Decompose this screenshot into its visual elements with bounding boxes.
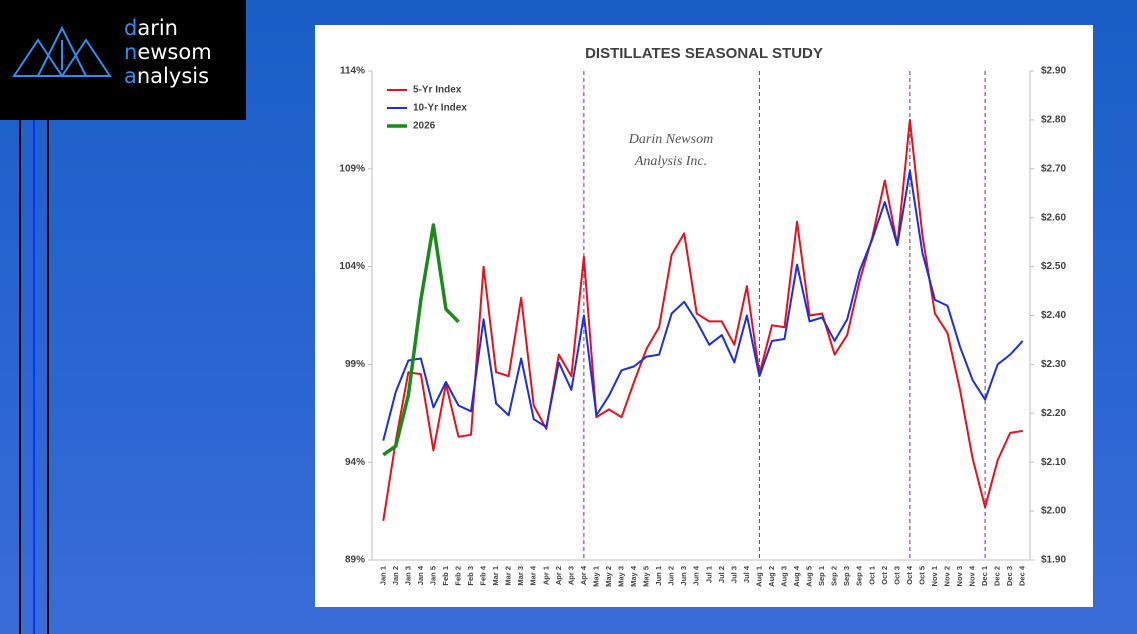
annotation: Analysis Inc. [634, 154, 707, 169]
chart-title: DISTILLATES SEASONAL STUDY [585, 45, 823, 62]
x-tick-label: Aug 5 [805, 566, 814, 587]
y2-tick-label: $2.30 [1041, 359, 1066, 370]
legend-label: 2026 [413, 121, 436, 132]
x-tick-label: Aug 4 [792, 565, 801, 587]
legend-label: 5-Yr Index [413, 85, 462, 96]
logo-icon [12, 25, 112, 77]
logo-line: analysis [124, 64, 210, 88]
logo-line: newsom [124, 40, 212, 64]
x-tick-label: Aug 2 [767, 566, 776, 587]
x-tick-label: Sep 3 [842, 566, 851, 586]
annotation: Darin Newsom [628, 132, 713, 147]
x-tick-label: Oct 4 [905, 565, 914, 585]
x-tick-label: Feb 4 [479, 565, 488, 585]
series-line [382, 223, 460, 457]
x-tick-label: May 3 [616, 566, 625, 587]
x-tick-label: Dec 4 [1018, 565, 1027, 586]
legend-label: 10-Yr Index [413, 103, 467, 114]
y2-tick-label: $2.80 [1041, 115, 1066, 126]
y2-tick-label: $2.10 [1041, 457, 1066, 468]
x-tick-label: Jan 3 [403, 566, 412, 585]
x-tick-label: Oct 3 [892, 566, 901, 585]
x-tick-label: Jul 1 [704, 566, 713, 583]
x-tick-label: May 4 [629, 565, 638, 587]
x-tick-label: Mar 2 [504, 566, 513, 586]
x-tick-label: Jul 4 [742, 565, 751, 583]
x-tick-label: Aug 1 [754, 566, 763, 587]
logo: darin newsom analysis [0, 0, 246, 120]
x-tick-label: May 2 [604, 566, 613, 587]
x-tick-label: Jul 2 [717, 566, 726, 583]
x-tick-label: Sep 2 [830, 566, 839, 586]
x-tick-label: Apr 2 [554, 566, 563, 585]
x-tick-label: Dec 1 [980, 566, 989, 586]
x-tick-label: Feb 3 [466, 566, 475, 586]
y2-tick-label: $2.40 [1041, 310, 1066, 321]
x-tick-label: Dec 3 [1005, 566, 1014, 586]
x-tick-label: Oct 2 [880, 566, 889, 585]
x-tick-label: Jul 3 [729, 566, 738, 583]
y2-tick-label: $2.00 [1041, 506, 1066, 517]
series-line [382, 118, 1023, 522]
x-tick-label: Jan 2 [391, 566, 400, 585]
logo-line: darin [124, 16, 178, 40]
y2-tick-label: $2.90 [1041, 66, 1066, 77]
x-tick-label: Sep 4 [855, 565, 864, 586]
y-tick-label: 94% [345, 457, 365, 468]
x-tick-label: Apr 4 [579, 565, 588, 585]
x-tick-label: Jun 3 [679, 566, 688, 586]
y-tick-label: 104% [339, 261, 365, 272]
x-tick-label: Apr 3 [566, 566, 575, 585]
x-tick-label: Mar 4 [529, 565, 538, 585]
x-tick-label: Mar 3 [516, 566, 525, 586]
x-tick-label: May 5 [642, 566, 651, 587]
x-tick-label: May 1 [591, 566, 600, 587]
x-tick-label: Sep 1 [817, 566, 826, 586]
series-line [382, 169, 1024, 441]
x-tick-label: Jun 1 [654, 566, 663, 586]
x-tick-label: Jun 2 [667, 566, 676, 586]
x-tick-label: Jun 4 [692, 565, 701, 585]
x-tick-label: Feb 1 [441, 566, 450, 586]
x-tick-label: Jan 1 [378, 566, 387, 585]
y2-tick-label: $2.60 [1041, 212, 1066, 223]
chart-panel [315, 25, 1093, 607]
x-tick-label: Aug 3 [779, 566, 788, 587]
x-tick-label: Oct 5 [917, 566, 926, 585]
y2-tick-label: $1.90 [1041, 555, 1066, 566]
y-tick-label: 109% [339, 163, 365, 174]
y-tick-label: 114% [340, 66, 365, 77]
x-tick-label: Mar 1 [491, 566, 500, 586]
x-tick-label: Nov 3 [955, 566, 964, 586]
x-tick-label: Feb 2 [453, 566, 462, 586]
x-tick-label: Nov 2 [942, 566, 951, 586]
x-tick-label: Nov 4 [968, 565, 977, 586]
x-tick-label: Oct 1 [867, 566, 876, 585]
logo-text: darin newsom analysis [124, 16, 212, 88]
x-tick-label: Apr 1 [541, 566, 550, 585]
y2-tick-label: $2.70 [1041, 163, 1066, 174]
x-tick-label: Dec 2 [993, 566, 1002, 586]
y-tick-label: 99% [345, 359, 365, 370]
x-tick-label: Nov 1 [930, 566, 939, 586]
y2-tick-label: $2.20 [1041, 408, 1066, 419]
x-tick-label: Jan 4 [416, 565, 425, 585]
x-tick-label: Jan 5 [428, 566, 437, 585]
y-tick-label: 89% [345, 555, 365, 566]
y2-tick-label: $2.50 [1041, 261, 1066, 272]
